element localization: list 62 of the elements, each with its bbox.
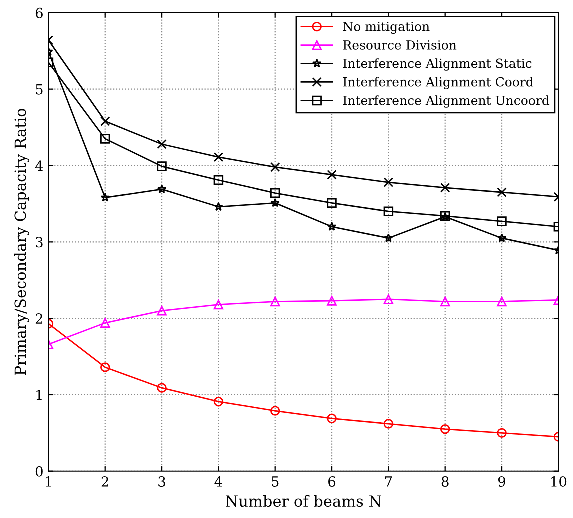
x-tick-label: 3 [158, 476, 166, 487]
point [157, 140, 167, 150]
legend-label: Interference Alignment Coord [343, 77, 534, 90]
point [100, 134, 110, 144]
point [270, 188, 280, 198]
point [440, 296, 450, 307]
y-tick-label: 0 [36, 466, 43, 477]
y-tick-label: 4 [35, 160, 44, 172]
point [157, 162, 167, 172]
point [327, 170, 337, 180]
x-tick-label: 1 [46, 476, 52, 487]
x-axis-title: Number of beams N [226, 495, 382, 508]
x-tick-label: 4 [214, 476, 222, 487]
point [157, 383, 167, 393]
point [497, 296, 507, 307]
y-tick-label: 6 [36, 8, 43, 18]
point [157, 184, 167, 194]
point [214, 152, 224, 162]
legend-label: No mitigation [343, 22, 430, 34]
point [270, 296, 280, 307]
x-tick-label: 10 [552, 476, 567, 487]
x-tick-label: 5 [272, 476, 279, 487]
point [270, 162, 280, 172]
y-tick-label: 1 [36, 390, 42, 400]
legend-label: Resource Division [343, 40, 457, 50]
point [327, 296, 337, 306]
point [497, 216, 507, 226]
point [497, 233, 507, 242]
y-axis-title: Primary/Secondary Capacity Ratio [14, 109, 30, 376]
point [384, 294, 394, 304]
point [214, 300, 224, 310]
point [100, 116, 110, 126]
point [384, 419, 394, 429]
point [384, 178, 394, 188]
x-tick-label: 6 [328, 476, 336, 487]
x-tick-label: 2 [102, 476, 108, 487]
point [270, 198, 280, 208]
point [214, 396, 224, 407]
point [100, 318, 110, 328]
point [384, 233, 394, 242]
point [497, 428, 507, 438]
point [214, 202, 224, 212]
y-tick-label: 3 [36, 237, 43, 248]
point [100, 362, 110, 372]
point [327, 414, 337, 424]
x-tick-label: 9 [498, 476, 506, 487]
x-tick-label: 8 [442, 476, 449, 487]
point [100, 192, 110, 202]
point [440, 424, 450, 434]
point [157, 306, 167, 316]
point [440, 183, 450, 193]
y-tick-label: 5 [36, 84, 43, 95]
point [327, 222, 337, 231]
legend-label: Interference Alignment Uncoord [343, 96, 550, 108]
y-tick-label: 2 [36, 314, 42, 324]
x-tick-label: 7 [385, 476, 392, 487]
legend-label: Interference Alignment Static [343, 58, 532, 71]
point [214, 175, 224, 186]
point [497, 188, 507, 198]
point [327, 198, 337, 208]
point [384, 206, 394, 216]
point [270, 406, 280, 416]
